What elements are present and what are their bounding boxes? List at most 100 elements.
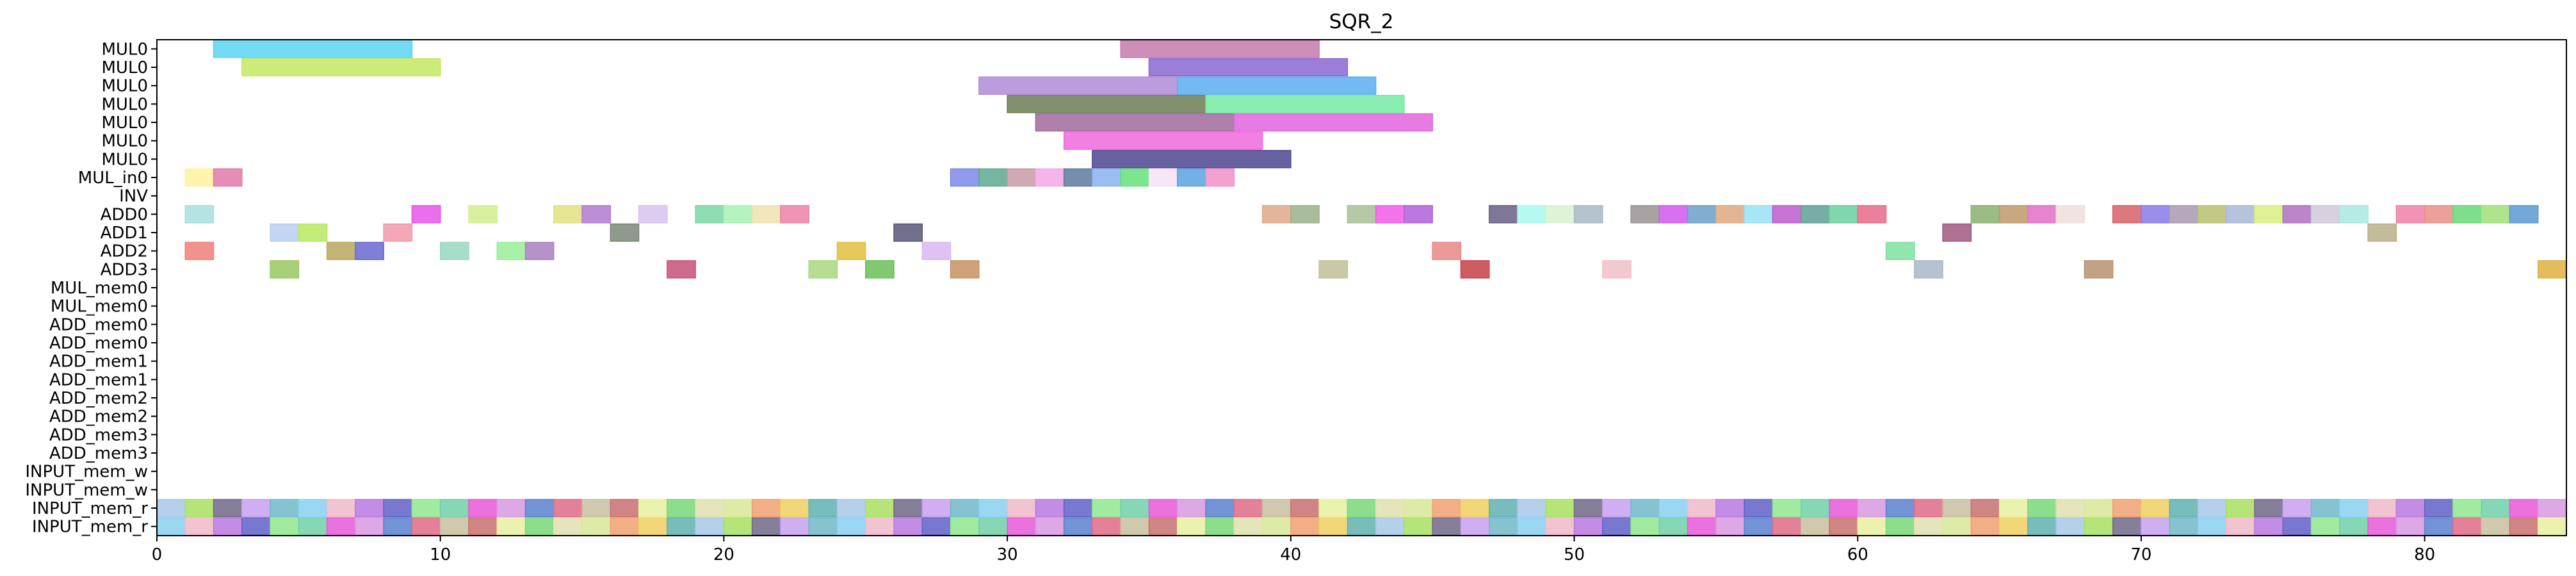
task-bar [921,242,952,260]
input-mem-slot [1261,517,1292,536]
input-mem-slot [2084,517,2114,536]
y-tick-label: MUL0 [102,77,149,96]
input-mem-slot [1829,517,1858,536]
input-mem-slot [468,498,498,518]
task-bar [213,168,243,187]
task-bar [2395,205,2426,224]
input-mem-slot [1573,498,1603,518]
input-mem-slot [496,498,526,518]
y-tick-label: ADD3 [101,260,148,279]
task-bar [1942,223,1972,242]
input-mem-slot [553,517,583,536]
input-mem-slot [2282,498,2312,518]
task-bar [667,260,696,279]
task-bar [1488,205,1518,224]
task-bar [1290,205,1320,224]
y-tick-label: MUL0 [102,113,149,133]
task-bar [1007,95,1206,113]
input-mem-slot [2055,498,2086,518]
input-mem-slot [298,498,328,518]
input-mem-slot [2339,517,2369,536]
input-mem-slot [1772,517,1802,536]
y-tick-label: ADD1 [101,224,148,243]
y-tick-label: INPUT_mem_r [32,518,148,537]
input-mem-slot [751,498,781,518]
input-mem-slot [1205,517,1235,536]
task-bar [1857,205,1887,224]
input-mem-slot [667,517,696,536]
task-bar [1261,205,1292,224]
input-mem-slot [2197,517,2227,536]
input-mem-slot [1687,498,1717,518]
task-bar [2509,205,2539,224]
chart-title: SQR_2 [1329,10,1394,33]
x-axis-ticks: 0 10 20 30 40 50 60 70 80 [152,536,2435,564]
input-mem-slot [383,498,413,518]
input-mem-slot [2452,498,2482,518]
input-mem-slot [1347,517,1377,536]
input-mem-slot [1290,498,1320,518]
input-mem-slot [213,517,243,536]
input-mem-slot [439,517,469,536]
task-bar [1035,113,1235,132]
task-bar [1176,76,1377,95]
input-mem-slot [2141,498,2170,518]
y-tick-label: MUL0 [102,40,149,59]
y-tick-label: ADD0 [101,205,148,224]
task-bar [751,205,781,224]
input-mem-slot [638,517,668,536]
task-bar [2537,260,2567,279]
y-tick-label: MUL0 [102,95,149,114]
y-tick-label: ADD_mem1 [49,352,148,372]
input-mem-slot [1347,498,1377,518]
input-mem-slot [383,517,413,536]
input-mem-slot [298,517,328,536]
input-mem-slot [1007,498,1037,518]
input-mem-slot [921,517,952,536]
input-mem-slot [1998,517,2029,536]
y-axis-ticks: MUL0MUL0MUL0MUL0MUL0MUL0MUL0MUL_in0INVAD… [25,40,157,537]
task-bar [213,40,413,58]
input-mem-slot [1517,517,1547,536]
y-tick-label: ADD_mem2 [49,407,148,427]
task-bar [2282,205,2312,224]
input-mem-slot [2509,517,2539,536]
task-bar [780,205,809,224]
input-mem-slot [1885,498,1915,518]
task-bar [2141,205,2170,224]
input-mem-slot [1120,517,1150,536]
input-mem-slot [2282,517,2312,536]
input-mem-slot [2395,517,2426,536]
y-tick-label: MUL0 [102,58,149,78]
input-mem-slot [1630,498,1660,518]
task-bar [1148,58,1349,77]
input-mem-slot [723,517,753,536]
task-bar [1148,168,1178,187]
task-bar [1063,131,1263,150]
input-mem-slot [1176,517,1206,536]
input-mem-slot [836,517,866,536]
input-mem-slot [1432,517,1462,536]
task-bar [1063,168,1093,187]
input-mem-slot [638,498,668,518]
x-tick-label: 40 [1280,545,1301,564]
task-bar [950,260,980,279]
input-mem-slot [156,498,186,518]
task-bar [865,260,895,279]
input-mem-slot [2027,498,2057,518]
input-mem-slot [1885,517,1915,536]
task-bar [184,168,215,187]
input-mem-slot [1318,517,1349,536]
task-bar [1205,95,1405,113]
input-mem-slot [2481,517,2511,536]
input-mem-slot [411,517,441,536]
input-mem-slot [893,517,923,536]
input-mem-slot [524,517,555,536]
task-bar [2226,205,2255,224]
x-tick-label: 50 [1564,545,1585,564]
task-bar [1460,260,1490,279]
input-mem-slot [1120,498,1150,518]
input-mem-slot [1602,517,1632,536]
y-tick-label: MUL0 [102,132,149,151]
